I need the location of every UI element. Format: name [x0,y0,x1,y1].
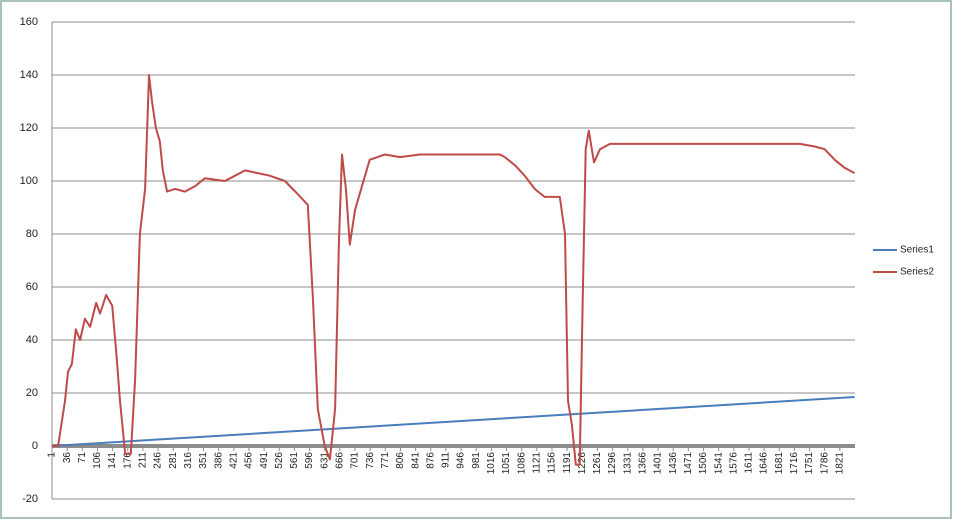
x-tick-label: 701 [350,452,361,469]
x-tick-label: 456 [244,452,255,469]
x-tick-label: 1681 [774,452,785,475]
series-line [51,396,855,447]
y-tick-label: 140 [20,69,38,81]
x-tick-label: 596 [304,452,315,469]
legend-label: Series2 [900,267,934,278]
y-tick-label: -20 [22,493,38,505]
x-tick-label: 1541 [713,452,724,475]
x-tick-label: 351 [198,452,209,469]
x-tick-label: 1261 [592,452,603,475]
x-tick-label: 491 [259,452,270,469]
y-tick-label: 80 [26,228,38,240]
x-tick-label: 1611 [744,452,755,474]
x-tick-label: 876 [425,452,436,469]
x-tick-label: 106 [92,452,103,469]
x-tick-label: 1086 [516,452,527,475]
x-tick-label: 736 [365,452,376,469]
y-tick-label: 60 [26,281,38,293]
x-tick-label: 1121 [531,452,542,474]
x-tick-label: 771 [380,452,391,469]
x-tick-label: 1191 [562,452,573,474]
x-tick-label: 1401 [653,452,664,475]
x-tick-label: 631 [319,452,330,469]
x-tick-label: 561 [289,452,300,469]
y-tick-label: 160 [20,16,38,28]
x-tick-label: 806 [395,452,406,469]
x-tick-label: 1751 [804,452,815,475]
x-tick-label: 1051 [501,452,512,475]
x-tick-label: 1226 [577,452,588,475]
x-tick-label: 1786 [819,452,830,475]
x-tick-label: 1436 [668,452,679,475]
y-tick-label: 100 [20,175,38,187]
x-tick-label: 911 [441,452,452,468]
x-tick-label: 1016 [486,452,497,475]
x-tick-label: 281 [168,452,179,469]
y-tick-label: 120 [20,122,38,134]
y-tick-label: 40 [26,334,38,346]
x-tick-label: 316 [183,452,194,469]
x-tick-label: 841 [410,452,421,469]
x-tick-label: 71 [77,452,88,464]
x-tick-label: 176 [122,452,133,469]
series-line [52,74,856,466]
x-tick-label: 1716 [789,452,800,475]
x-tick-label: 1821 [834,452,845,475]
x-tick-label: 36 [62,452,73,464]
x-tick-label: 386 [213,452,224,469]
x-tick-label: 1331 [622,452,633,475]
y-tick-label: 20 [26,387,38,399]
x-tick-label: 1506 [698,452,709,475]
x-tick-label: 1296 [607,452,618,475]
x-tick-label: 246 [153,452,164,469]
x-tick-label: 1576 [728,452,739,475]
x-tick-label: 421 [228,452,239,469]
x-tick-label: 1 [47,452,58,458]
plot-area: -20 0 20 40 60 80 100 120 140 160 1 36 71 106 141 176 21… [20,16,935,505]
y-tick-label: 0 [32,440,38,452]
x-tick-label: 1471 [683,452,694,475]
x-tick-label: 666 [335,452,346,469]
x-tick-label: 1646 [759,452,770,475]
x-tick-label: 1156 [547,452,558,474]
x-tick-label: 1366 [638,452,649,475]
x-tick-label: 526 [274,452,285,469]
x-tick-label: 981 [471,452,482,469]
x-tick-label: 946 [456,452,467,469]
x-tick-label: 141 [107,452,118,469]
legend-label: Series1 [900,245,934,256]
x-tick-label: 211 [138,452,149,468]
